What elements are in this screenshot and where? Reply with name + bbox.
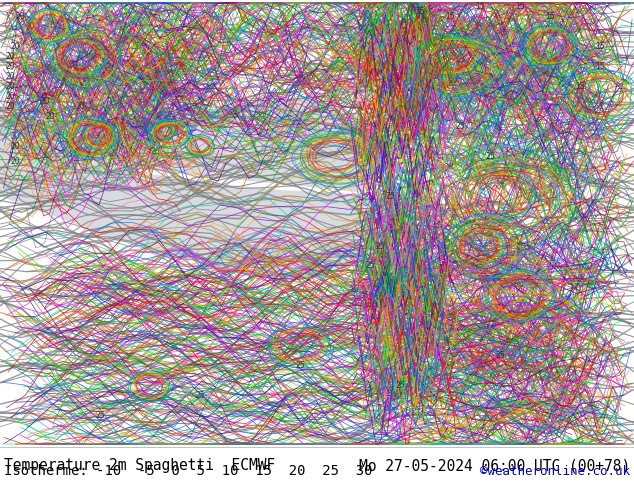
- Text: 20: 20: [10, 42, 20, 50]
- Text: 20: 20: [5, 62, 15, 71]
- Text: 25: 25: [195, 392, 205, 400]
- Text: 20: 20: [15, 11, 25, 21]
- Text: 20: 20: [75, 101, 85, 111]
- Text: 15: 15: [545, 11, 555, 21]
- Text: 20: 20: [10, 1, 20, 10]
- Text: 20: 20: [5, 92, 15, 100]
- Text: Mo 27-05-2024 06:00 UTC (00+78): Mo 27-05-2024 06:00 UTC (00+78): [359, 458, 630, 473]
- Text: ©weatheronline.co.uk: ©weatheronline.co.uk: [480, 465, 630, 478]
- Text: 20: 20: [5, 51, 15, 60]
- Text: 25: 25: [95, 412, 105, 420]
- Text: 20: 20: [256, 112, 265, 121]
- Text: 25: 25: [365, 262, 375, 270]
- Text: 20: 20: [150, 147, 160, 155]
- Text: 25: 25: [485, 151, 495, 161]
- Text: 15: 15: [595, 42, 605, 50]
- Text: 25: 25: [395, 382, 405, 391]
- Text: Temperature 2m Spaghetti  ECMWF: Temperature 2m Spaghetti ECMWF: [4, 458, 275, 473]
- Text: 2D: 2D: [40, 97, 50, 105]
- Text: 15: 15: [595, 62, 605, 71]
- Text: 15: 15: [515, 1, 525, 10]
- Polygon shape: [0, 0, 372, 196]
- Text: 20: 20: [5, 101, 15, 111]
- Text: Isotherme: -10  -5  0  5  10  15  20  25  30: Isotherme: -10 -5 0 5 10 15 20 25 30: [4, 464, 373, 478]
- Text: 20: 20: [10, 156, 20, 166]
- Text: 25: 25: [385, 192, 395, 200]
- Text: 25: 25: [295, 362, 305, 370]
- Text: 20: 20: [25, 22, 35, 30]
- Text: 25: 25: [495, 351, 505, 361]
- Polygon shape: [0, 0, 375, 278]
- Text: 20: 20: [10, 131, 20, 141]
- Text: 20: 20: [5, 81, 15, 91]
- Text: 15: 15: [575, 81, 585, 91]
- Text: 20: 20: [5, 72, 15, 80]
- Text: 25: 25: [375, 242, 385, 250]
- Text: 20: 20: [10, 142, 20, 150]
- Text: 20: 20: [45, 112, 55, 121]
- Text: 15: 15: [415, 6, 425, 16]
- Text: 15: 15: [445, 11, 455, 21]
- Text: 25: 25: [455, 122, 465, 130]
- Text: 15: 15: [476, 1, 485, 10]
